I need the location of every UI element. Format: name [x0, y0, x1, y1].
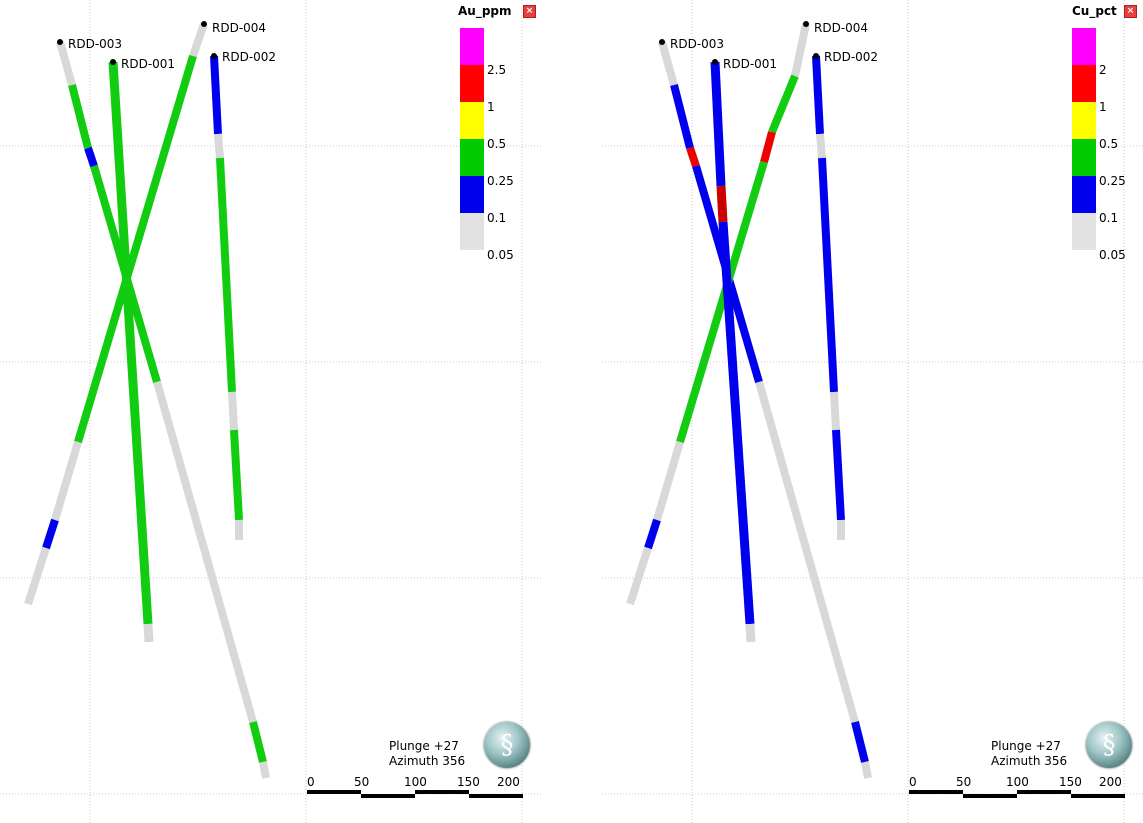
hole-label-rdd-003: RDD-003: [68, 37, 122, 51]
hole-label-rdd-004: RDD-004: [212, 21, 266, 35]
compass-icon[interactable]: §: [1086, 722, 1132, 768]
scale-bar: [909, 790, 1125, 798]
scale-tick-label: 50: [354, 775, 370, 789]
legend-break-label: 0.05: [487, 248, 514, 262]
scale-tick-label: 0: [909, 775, 917, 789]
drillhole-rdd-001-trace[interactable]: [108, 61, 154, 643]
legend-break-label: 1: [487, 100, 495, 114]
azimuth-readout: Azimuth 356: [389, 754, 466, 768]
legend-break-label: 0.1: [487, 211, 507, 225]
azimuth-readout: Azimuth 356: [991, 754, 1068, 768]
drillhole-rdd-001-trace[interactable]: [710, 61, 756, 643]
plunge-readout: Plunge +27: [389, 739, 459, 753]
cu-3d-canvas[interactable]: RDD-003 RDD-001 RDD-004 RDD-002: [602, 0, 1143, 823]
cu-3d-view-panel[interactable]: RDD-003 RDD-001 RDD-004 RDD-002 Cu_pct ×…: [602, 0, 1143, 823]
drillhole-rdd-003-trace[interactable]: [658, 40, 872, 779]
legend-color-bar: [460, 28, 484, 250]
hole-label-rdd-002: RDD-002: [824, 50, 878, 64]
scale-tick-label: 50: [956, 775, 972, 789]
hole-label-rdd-001: RDD-001: [723, 57, 777, 71]
hole-label-rdd-003: RDD-003: [670, 37, 724, 51]
scale-tick-label: 100: [404, 775, 427, 789]
scale-tick-label: 150: [457, 775, 480, 789]
hole-label-rdd-001: RDD-001: [121, 57, 175, 71]
legend-break-label: 0.1: [1099, 211, 1119, 225]
legend-title-cu-pct: Cu_pct: [1072, 4, 1117, 18]
legend-title-au-ppm: Au_ppm: [458, 4, 512, 18]
au-3d-view-panel[interactable]: RDD-003 RDD-001 RDD-004 RDD-002 Au_ppm ×…: [0, 0, 541, 823]
drillhole-rdd-002-trace[interactable]: [812, 55, 845, 540]
scale-tick-label: 200: [1099, 775, 1122, 789]
compass-needle-icon: §: [1102, 730, 1116, 760]
drillhole-collars: [57, 21, 217, 65]
drillhole-rdd-002-trace[interactable]: [210, 55, 243, 540]
legend-break-label: 0.25: [487, 174, 514, 188]
close-icon[interactable]: ×: [1124, 5, 1137, 18]
drillhole-rdd-004-trace[interactable]: [24, 22, 208, 606]
drillhole-rdd-004-trace[interactable]: [626, 23, 810, 606]
scale-tick-label: 100: [1006, 775, 1029, 789]
legend-break-label: 2: [1099, 63, 1107, 77]
drillhole-collars: [659, 21, 819, 65]
legend-color-bar: [1072, 28, 1096, 250]
compass-icon[interactable]: §: [484, 722, 530, 768]
au-3d-canvas[interactable]: RDD-003 RDD-001 RDD-004 RDD-002: [0, 0, 541, 823]
hole-label-rdd-004: RDD-004: [814, 21, 868, 35]
compass-needle-icon: §: [500, 730, 514, 760]
legend-break-label: 0.5: [487, 137, 507, 151]
legend-break-label: 0.5: [1099, 137, 1119, 151]
legend-break-label: 2.5: [487, 63, 507, 77]
plunge-readout: Plunge +27: [991, 739, 1061, 753]
scale-tick-label: 0: [307, 775, 315, 789]
legend-break-label: 0.25: [1099, 174, 1126, 188]
close-icon[interactable]: ×: [523, 5, 536, 18]
legend-break-label: 1: [1099, 100, 1107, 114]
scale-tick-label: 200: [497, 775, 520, 789]
legend-break-label: 0.05: [1099, 248, 1126, 262]
hole-label-rdd-002: RDD-002: [222, 50, 276, 64]
scale-tick-label: 150: [1059, 775, 1082, 789]
scale-bar: [307, 790, 523, 798]
